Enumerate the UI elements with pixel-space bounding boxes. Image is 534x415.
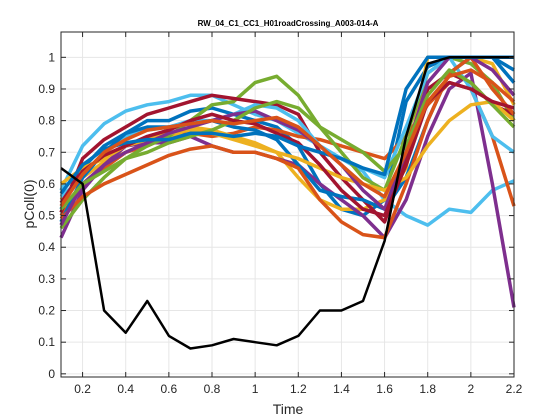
series-line xyxy=(59,68,516,211)
y-tick-label: 0 xyxy=(48,367,55,381)
x-tick-label: 2.2 xyxy=(506,382,523,396)
series-line xyxy=(59,68,516,208)
y-tick-label: 0.4 xyxy=(38,240,55,254)
y-tick-label: 0.8 xyxy=(38,114,55,128)
tick-marks xyxy=(61,32,515,377)
x-tick-label: 0.4 xyxy=(117,382,134,396)
y-axis-label: pColl(0) xyxy=(21,179,37,228)
series-line xyxy=(60,56,514,350)
x-tick-label: 1.8 xyxy=(419,382,436,396)
x-tick-labels: 0.2 0.4 0.6 0.8 1 1.2 1.4 1.6 1.8 2 2.2 xyxy=(74,382,522,396)
axes-box xyxy=(60,31,515,378)
series-line xyxy=(59,55,515,195)
y-tick-labels: 0 0.1 0.2 0.3 0.4 0.5 0.6 0.7 0.8 0.9 1 xyxy=(38,50,55,381)
x-tick-label: 1.6 xyxy=(376,382,393,396)
x-tick-label: 1.2 xyxy=(290,382,307,396)
y-tick-label: 0.5 xyxy=(38,209,55,223)
y-tick-label: 1 xyxy=(48,50,55,64)
y-tick-label: 0.2 xyxy=(38,304,55,318)
x-tick-label: 0.2 xyxy=(74,382,91,396)
x-tick-label: 0.6 xyxy=(161,382,178,396)
x-tick-label: 0.8 xyxy=(204,382,221,396)
x-axis-label: Time xyxy=(273,401,304,415)
series-line xyxy=(59,55,516,240)
y-tick-label: 0.6 xyxy=(38,177,55,191)
y-tick-label: 0.3 xyxy=(38,272,55,286)
x-tick-label: 2 xyxy=(468,382,475,396)
y-tick-label: 0.9 xyxy=(38,82,55,96)
plot-series xyxy=(59,55,516,350)
x-tick-label: 1 xyxy=(252,382,259,396)
x-tick-label: 1.4 xyxy=(333,382,350,396)
y-tick-label: 0.1 xyxy=(38,335,55,349)
series-line xyxy=(59,55,516,226)
y-tick-label: 0.7 xyxy=(38,145,55,159)
chart-title: RW_04_C1_CC1_H01roadCrossing_A003-014-A xyxy=(198,19,379,28)
